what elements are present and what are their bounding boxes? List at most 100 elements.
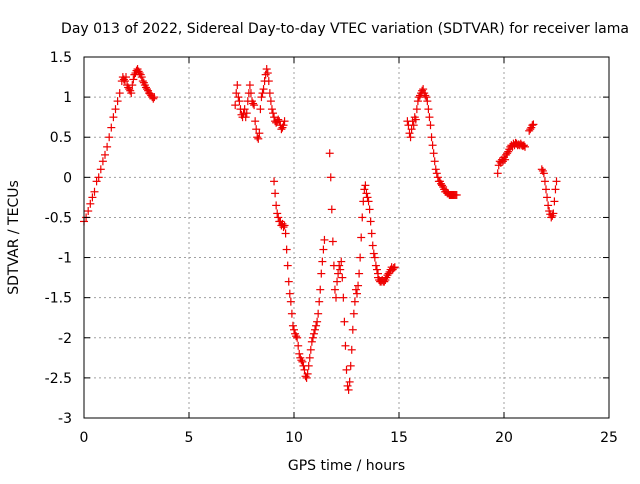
data-point (105, 133, 114, 142)
data-point (96, 165, 105, 174)
data-point (351, 285, 360, 294)
data-point (432, 169, 441, 178)
data-point (426, 121, 435, 130)
data-point (312, 321, 321, 330)
data-point (271, 189, 280, 198)
data-point (297, 356, 306, 365)
data-point (285, 289, 294, 298)
y-tick-label: 1.5 (50, 50, 72, 66)
data-point (343, 381, 352, 390)
data-point (333, 277, 342, 286)
data-point (543, 193, 552, 202)
data-point (550, 197, 559, 206)
data-point (306, 345, 315, 354)
data-point (101, 150, 109, 159)
data-point (421, 91, 430, 100)
data-point (288, 321, 297, 330)
data-point (295, 349, 304, 358)
grid (84, 57, 609, 418)
data-point (274, 115, 283, 124)
data-point (355, 269, 364, 278)
data-point (411, 115, 420, 124)
data-point (540, 177, 549, 186)
data-point (315, 297, 324, 306)
data-point (362, 189, 371, 198)
data-point (330, 285, 339, 294)
x-tick-label: 0 (80, 430, 89, 446)
data-point (493, 169, 502, 178)
data-point (409, 121, 418, 130)
data-point (526, 125, 535, 134)
y-tick-label: -1.5 (45, 291, 72, 307)
data-point (407, 125, 416, 134)
plot-frame (83, 56, 610, 419)
data-point (235, 97, 244, 106)
data-point (369, 249, 378, 258)
data-point (501, 155, 510, 164)
data-point (305, 353, 314, 362)
data-point (345, 377, 354, 386)
data-point (414, 93, 423, 102)
data-point (264, 77, 273, 86)
data-point (341, 341, 350, 350)
data-point (438, 181, 447, 190)
data-point (267, 105, 276, 114)
data-point (256, 105, 265, 114)
data-points (80, 65, 561, 394)
data-point (283, 261, 292, 270)
data-point (551, 185, 560, 194)
data-point (300, 365, 309, 374)
data-point (357, 233, 366, 242)
data-point (272, 201, 281, 210)
data-point (529, 120, 538, 129)
data-point (325, 149, 334, 158)
data-point (302, 373, 311, 382)
data-point (360, 185, 369, 194)
data-point (258, 89, 267, 98)
x-tick-label: 15 (390, 430, 408, 446)
data-point (552, 177, 561, 186)
data-point (346, 361, 355, 370)
data-point (262, 65, 271, 74)
y-tick-label: -2.5 (45, 371, 72, 387)
data-point (253, 133, 262, 142)
data-point (143, 85, 151, 94)
data-point (280, 221, 289, 230)
data-point (335, 261, 344, 270)
data-point (103, 142, 112, 151)
data-point (350, 297, 359, 306)
data-point (274, 213, 283, 222)
data-point (257, 93, 266, 102)
data-point (544, 201, 553, 210)
data-point (423, 97, 432, 106)
x-tick-label: 5 (185, 430, 194, 446)
data-point (127, 89, 136, 98)
data-point (433, 173, 442, 182)
data-point (344, 385, 353, 394)
data-point (120, 77, 129, 86)
data-point (413, 97, 422, 106)
data-point (342, 365, 351, 374)
y-tick-label: -2 (58, 331, 72, 347)
data-point (115, 89, 124, 98)
y-tick-label: -1 (58, 251, 72, 267)
data-point (354, 281, 363, 290)
data-point (255, 129, 264, 138)
data-point (424, 105, 433, 114)
data-point (318, 257, 327, 266)
data-point (242, 109, 251, 118)
data-point (412, 105, 421, 114)
data-point (308, 333, 317, 342)
data-point (125, 85, 134, 94)
data-point (273, 209, 282, 218)
data-point (138, 77, 147, 86)
data-point (111, 105, 120, 114)
data-point (294, 341, 303, 350)
data-point (251, 117, 260, 126)
data-point (254, 134, 263, 143)
data-point (92, 177, 101, 186)
data-point (279, 223, 288, 232)
data-point (88, 193, 97, 202)
data-point (149, 94, 158, 103)
data-point (316, 285, 325, 294)
